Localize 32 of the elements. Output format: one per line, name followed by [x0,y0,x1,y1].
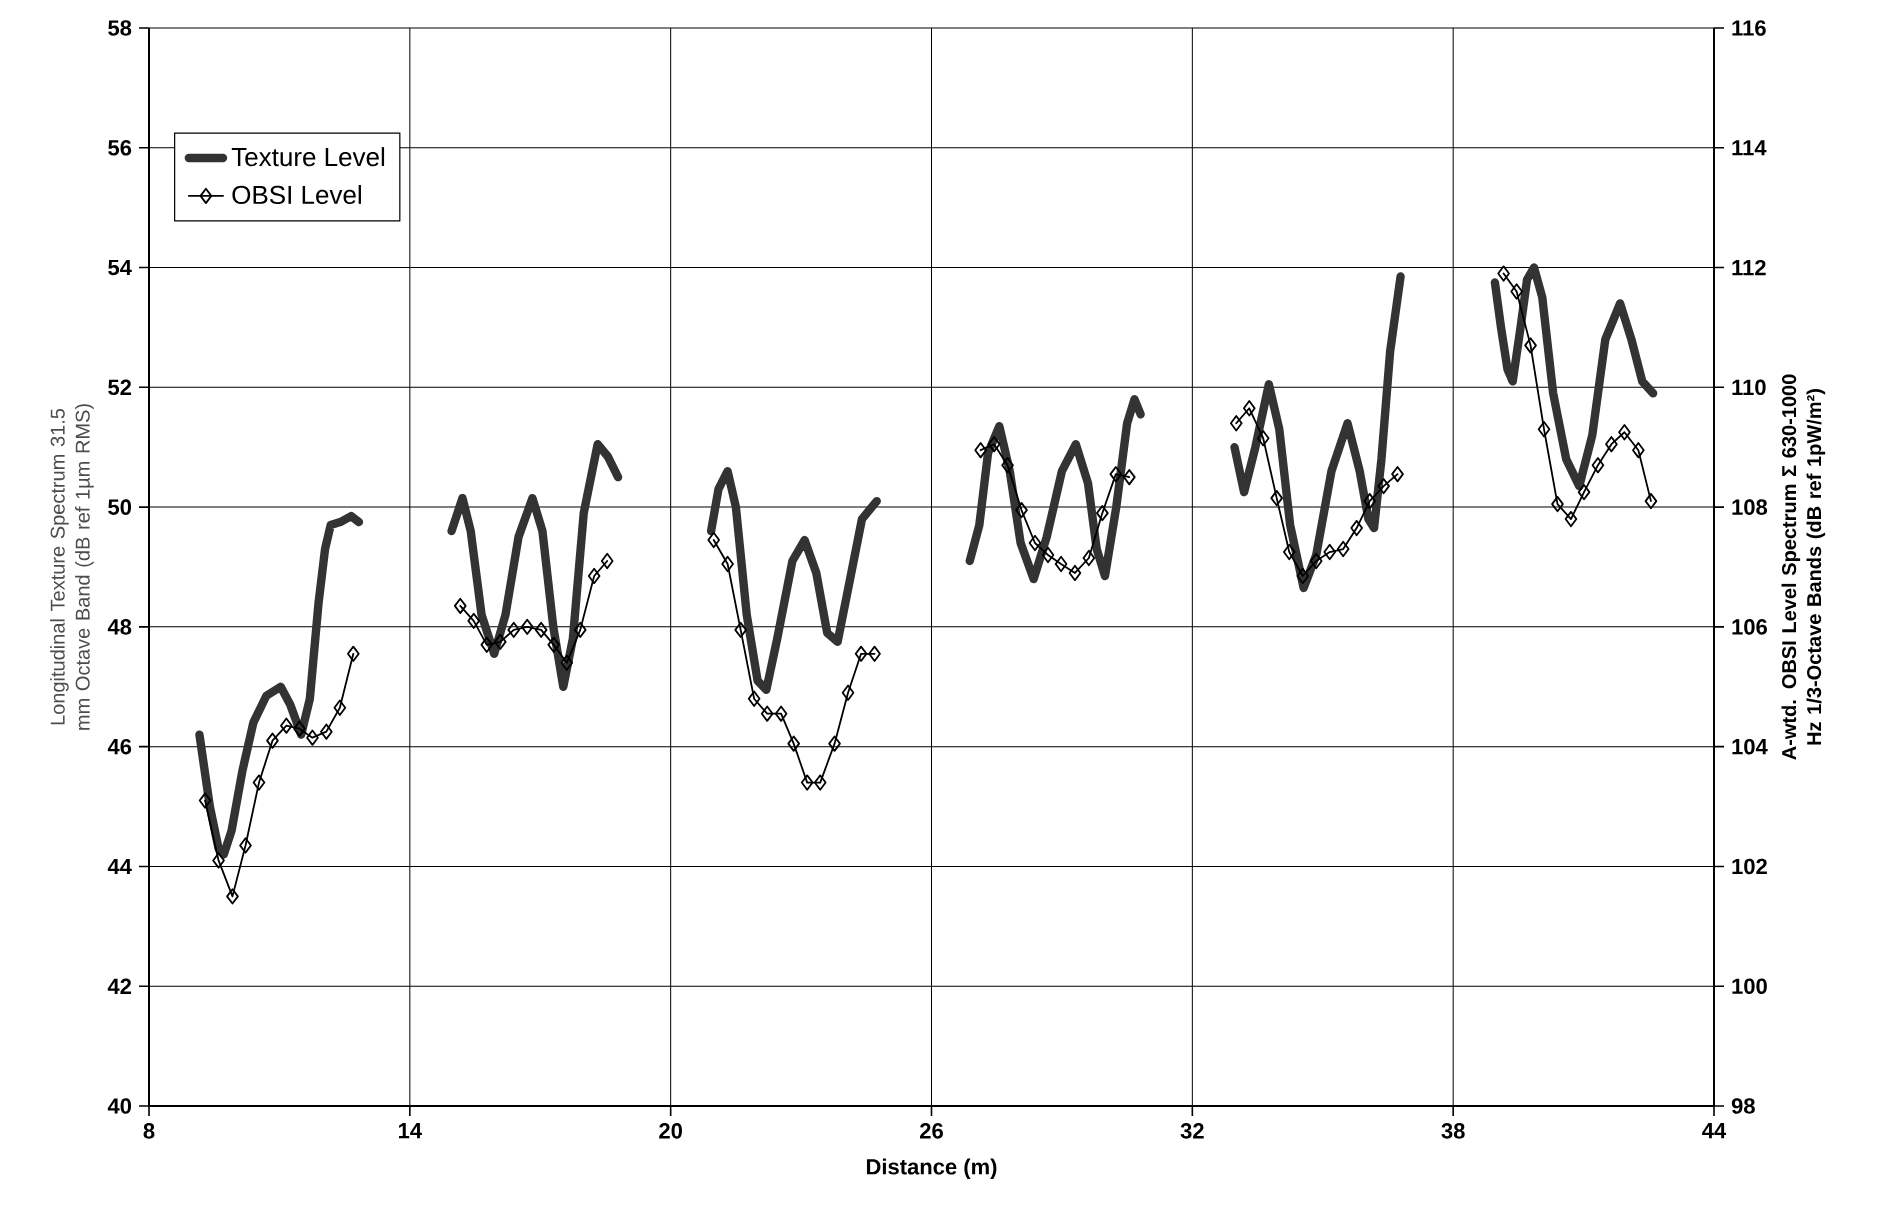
y-tick-label: 50 [108,499,132,515]
x-tick-label: 8 [143,1123,155,1139]
y2-tick-label: 102 [1732,858,1767,875]
y-tick-label: 54 [108,259,132,276]
x-tick-label: 20 [659,1123,682,1139]
y2-tick-label: 100 [1732,978,1767,994]
y2-tick-label: 104 [1732,738,1768,755]
y-tick-label: 56 [108,139,132,156]
legend-label: Texture Level [231,147,385,167]
y2-tick-label: 98 [1731,1098,1755,1114]
x-tick-label: 26 [920,1123,943,1139]
y-tick-label: 58 [108,20,132,36]
legend-label: OBSI Level [232,184,361,205]
y-tick-label: 46 [107,738,132,755]
y-tick-label: 42 [107,978,132,994]
y2-axis-title: A-wtd. OBSI Level Spectrum Σ 630-1000 Hz 1/3-Octave Bands (dB ref 1pW/m²) [1781,374,1826,760]
x-tick-label: 32 [1180,1123,1204,1139]
y-tick-label: 44 [107,858,132,874]
y-tick-label: 52 [108,379,132,396]
x-axis-title: Distance (m) [866,1158,997,1179]
x-tick-label: 44 [1702,1123,1727,1139]
y2-tick-label: 106 [1732,619,1767,635]
y2-tick-label: 108 [1732,499,1768,515]
y2-tick-label: 116 [1732,20,1766,36]
y-axis-title: Longitudinal Texture Spectrum 31.5 mm Octave Band (dB ref 1µm RMS) [50,404,94,730]
y2-tick-label: 110 [1732,379,1766,396]
y-tick-label: 48 [107,619,132,635]
y2-tick-label: 112 [1732,259,1766,276]
x-tick-label: 38 [1441,1123,1465,1139]
y-tick-label: 40 [107,1098,132,1114]
x-tick-label: 14 [398,1123,422,1139]
y2-tick-label: 114 [1732,140,1767,156]
